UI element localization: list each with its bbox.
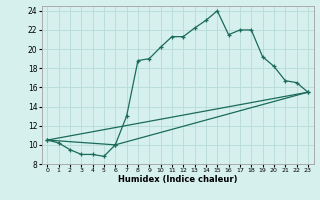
X-axis label: Humidex (Indice chaleur): Humidex (Indice chaleur)	[118, 175, 237, 184]
